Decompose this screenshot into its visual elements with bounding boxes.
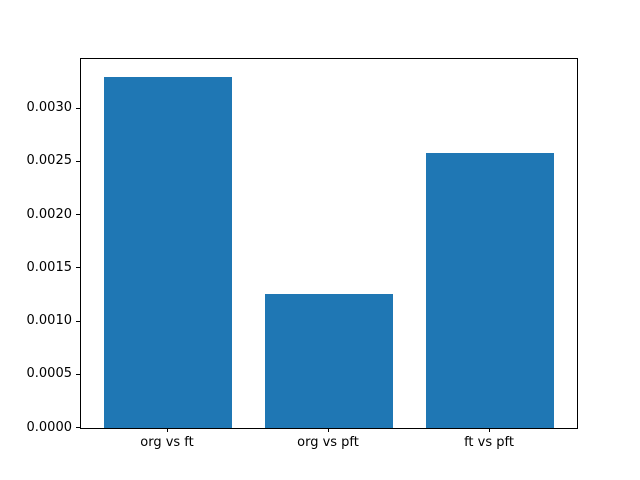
x-tick-mark-org-vs-pft [328,428,329,432]
bar-ft-vs-pft [425,153,555,428]
x-tick-label-org-vs-pft: org vs pft [297,435,359,450]
x-tick-mark-ft-vs-pft [489,428,490,432]
bar-org-vs-ft [103,76,233,428]
y-tick-label-0.0020: 0.0020 [26,206,73,222]
y-tick-mark-0.0015 [76,267,80,269]
y-tick-label-0.0005: 0.0005 [26,366,73,382]
y-tick-label-0.0025: 0.0025 [26,153,73,169]
y-tick-mark-0.0005 [76,373,80,375]
y-tick-label-0.0000: 0.0000 [26,419,73,435]
bar-org-vs-pft [264,293,394,428]
x-tick-label-org-vs-ft: org vs ft [140,435,194,450]
x-tick-mark-org-vs-ft [167,428,168,432]
y-tick-mark-0.0010 [76,320,80,322]
y-tick-label-0.0015: 0.0015 [26,259,73,275]
x-tick-label-ft-vs-pft: ft vs pft [464,435,514,450]
y-tick-mark-0.0020 [76,214,80,215]
y-tick-label-0.0030: 0.0030 [26,100,73,115]
y-tick-label-0.0010: 0.0010 [26,313,73,328]
y-tick-mark-0.0030 [76,107,80,109]
plot-area [80,58,578,429]
y-tick-mark-0.0025 [76,160,80,162]
y-tick-mark-0.0000 [76,427,80,428]
